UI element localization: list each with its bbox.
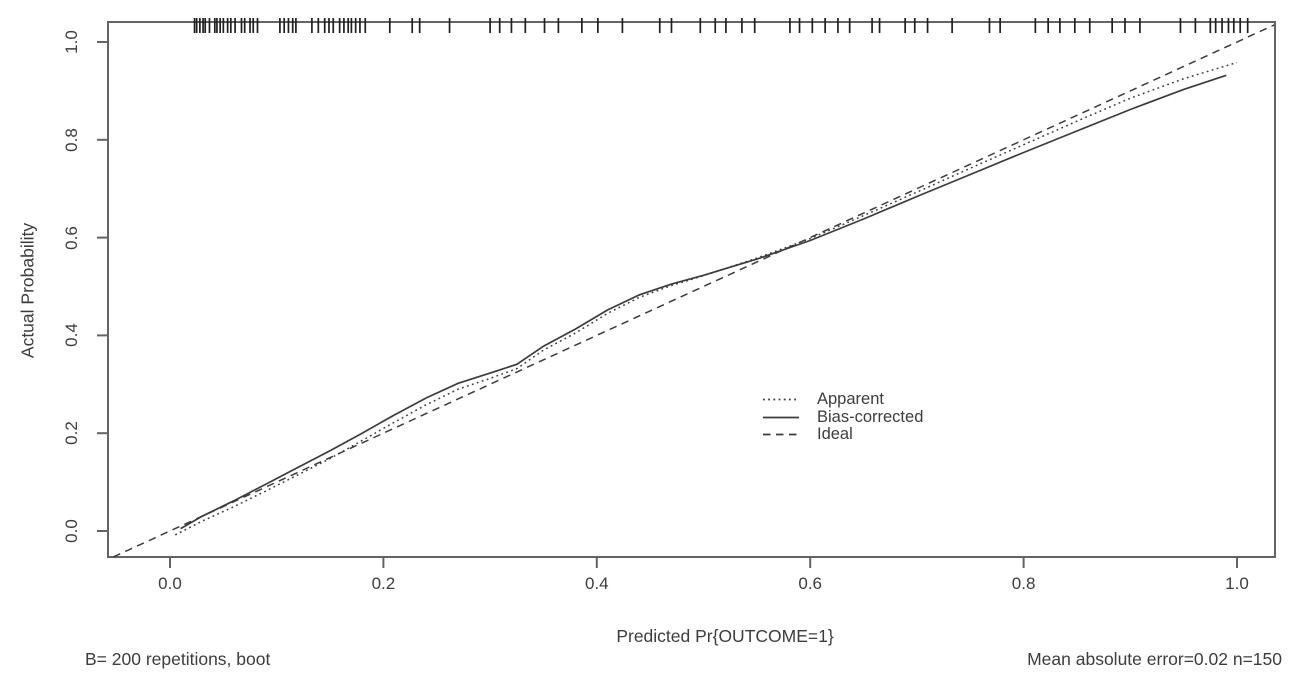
y-axis-title: Actual Probability — [17, 222, 38, 359]
dashed-line-icon — [763, 433, 799, 436]
solid-line-icon — [763, 416, 799, 419]
dotted-line-icon — [763, 398, 799, 401]
y-tick-label: 0.0 — [62, 519, 81, 543]
x-axis-title: Predicted Pr{OUTCOME=1} — [616, 626, 834, 646]
bootstrap-repetitions-note: B= 200 repetitions, boot — [85, 649, 271, 669]
y-tick-label: 0.2 — [62, 421, 81, 446]
y-tick-label: 0.8 — [62, 127, 81, 152]
y-tick-label: 0.6 — [62, 225, 81, 250]
plot-box — [107, 21, 1276, 558]
x-tick-label: 0.4 — [584, 574, 609, 593]
x-tick-label: 0.8 — [1011, 574, 1036, 593]
x-tick-label: 0.6 — [798, 574, 822, 593]
legend-item-bias-corrected: Bias-corrected — [762, 407, 924, 427]
legend-label: Bias-corrected — [817, 407, 924, 426]
series-bias-corrected — [180, 74, 1227, 530]
y-tick-label: 1.0 — [62, 30, 81, 54]
series-apparent — [174, 61, 1238, 536]
legend-item-apparent: Apparent — [762, 391, 923, 409]
series-ideal — [113, 24, 1275, 558]
legend-label: Ideal — [817, 425, 853, 444]
legend-label: Apparent — [817, 390, 884, 409]
x-tick-label: 0.2 — [371, 574, 396, 593]
y-tick-label: 0.4 — [62, 323, 81, 348]
x-tick-label: 0.0 — [158, 574, 182, 593]
x-tick-label: 1.0 — [1225, 574, 1249, 593]
legend: Apparent Bias-corrected Ideal — [762, 391, 923, 444]
legend-item-ideal: Ideal — [762, 426, 923, 444]
mean-absolute-error-note: Mean absolute error=0.02 n=150 — [1027, 649, 1282, 669]
